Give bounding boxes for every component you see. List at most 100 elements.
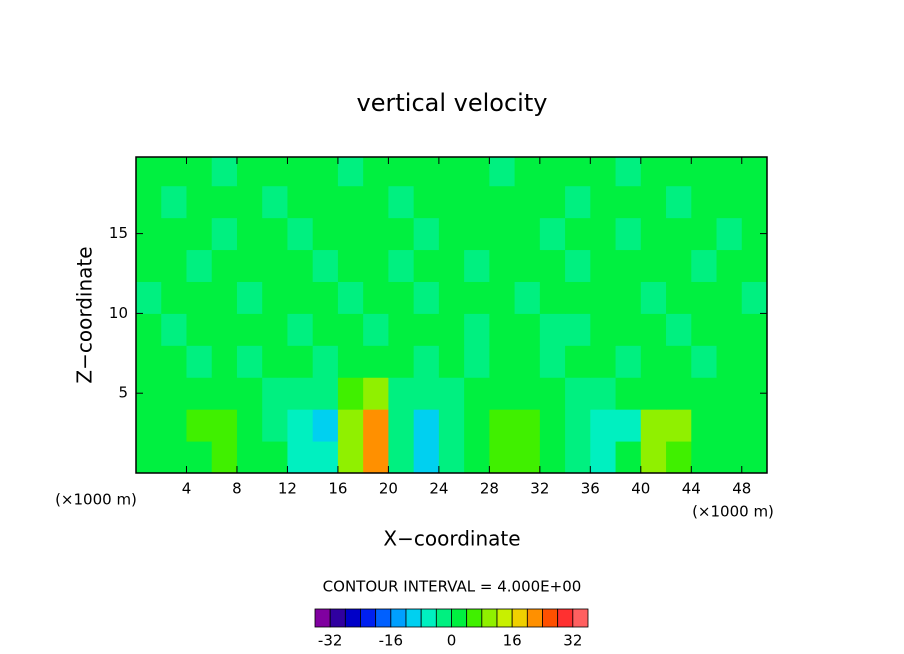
x-tick-label: 48 (732, 480, 751, 498)
field-cell (236, 345, 263, 378)
field-cell (136, 345, 162, 378)
field-cell (489, 377, 516, 410)
colorbar-label: -16 (379, 632, 404, 650)
field-cell (489, 185, 516, 219)
field-cell (565, 185, 591, 219)
field-cell (236, 281, 263, 314)
x-tick-label: 44 (682, 480, 701, 498)
field-cell (363, 249, 389, 282)
field-cell (136, 313, 162, 346)
field-cell (438, 377, 465, 410)
field-cell (312, 157, 339, 187)
field-cell (287, 217, 314, 251)
field-cell (640, 217, 667, 251)
field-cell (464, 249, 490, 282)
field-cell (363, 313, 389, 346)
field-cell (640, 313, 667, 346)
field-cell (565, 281, 591, 314)
y-unit: (×1000 m) (55, 491, 137, 509)
field-cell (186, 217, 213, 251)
field-cell (691, 281, 718, 314)
field-cell (666, 441, 692, 474)
field-cell (211, 409, 238, 442)
plot-frame (135, 156, 768, 474)
field-cell (565, 345, 591, 378)
field-cell (489, 281, 516, 314)
field-cell (666, 157, 692, 187)
field-cell (337, 281, 364, 314)
x-tick-label: 36 (581, 480, 600, 498)
field-cell (413, 409, 440, 442)
x-tick-label: 8 (232, 480, 242, 498)
field-cell (161, 345, 187, 378)
field-cell (438, 345, 465, 378)
field-cell (186, 157, 213, 187)
field-cell (388, 281, 415, 314)
field-cell (161, 157, 187, 187)
field-cell (514, 345, 541, 378)
field-cell (211, 441, 238, 474)
field-cell (413, 313, 440, 346)
field-cell (539, 217, 566, 251)
field-cell (716, 313, 743, 346)
field-cell (464, 313, 490, 346)
field-cell (262, 157, 288, 187)
field-cell (388, 157, 415, 187)
field-cell (514, 157, 541, 187)
field-cell (741, 249, 768, 282)
field-cell (388, 249, 415, 282)
chart-title: vertical velocity (357, 89, 548, 117)
field-cell (640, 377, 667, 410)
field-cell (312, 409, 339, 442)
field-cell (615, 441, 642, 474)
field-cell (590, 345, 617, 378)
x-tick-label: 16 (328, 480, 347, 498)
field-cell (438, 157, 465, 187)
field-cell (388, 409, 415, 442)
field-cell (691, 313, 718, 346)
field-cell (565, 217, 591, 251)
field-cell (262, 409, 288, 442)
x-axis-label: X−coordinate (383, 527, 520, 551)
field-cell (539, 313, 566, 346)
field-cell (640, 157, 667, 187)
field-cell (211, 157, 238, 187)
field-cell (489, 217, 516, 251)
field-cell (489, 441, 516, 474)
field-cell (438, 441, 465, 474)
field-cell (489, 345, 516, 378)
field-cell (615, 185, 642, 219)
field-cell (312, 185, 339, 219)
field-cell (590, 157, 617, 187)
field-cell (716, 217, 743, 251)
colorbar-box (420, 608, 437, 628)
field-cell (262, 345, 288, 378)
field-cell (413, 377, 440, 410)
field-cell (590, 217, 617, 251)
colorbar-label: 32 (563, 632, 582, 650)
colorbar-box (496, 608, 513, 628)
field-cell (615, 345, 642, 378)
field-cell (136, 249, 162, 282)
field-cell (186, 313, 213, 346)
field-cell (464, 377, 490, 410)
field-cell (236, 157, 263, 187)
field-cell (565, 377, 591, 410)
field-cell (262, 313, 288, 346)
field-cell (691, 249, 718, 282)
field-cell (136, 441, 162, 474)
field-cell (262, 441, 288, 474)
field-cell (464, 217, 490, 251)
field-cell (615, 217, 642, 251)
field-cell (312, 345, 339, 378)
field-cell (539, 377, 566, 410)
field-cell (236, 313, 263, 346)
field-cell (565, 249, 591, 282)
field-cell (161, 281, 187, 314)
field-cell (363, 345, 389, 378)
field-cell (741, 313, 768, 346)
field-cell (287, 157, 314, 187)
field-cell (741, 157, 768, 187)
field-cell (590, 441, 617, 474)
field-cell (337, 185, 364, 219)
